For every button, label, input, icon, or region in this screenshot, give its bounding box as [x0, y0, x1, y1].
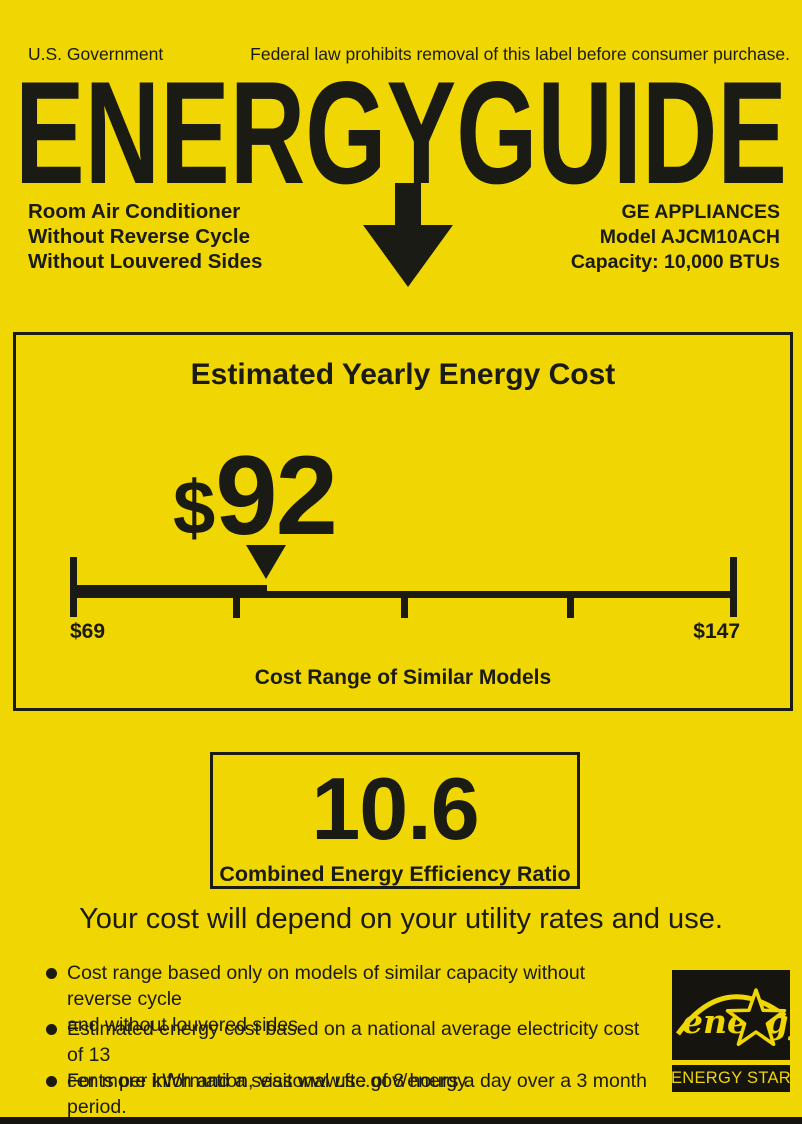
manufacturer-info: GE APPLIANCES Model AJCM10ACH Capacity: …: [571, 200, 780, 275]
manufacturer-brand: GE APPLIANCES: [621, 201, 780, 223]
bullet-icon: [46, 1024, 57, 1035]
energyguide-logo: ENERGYGUIDE: [15, 76, 787, 188]
cost-range-caption: Cost Range of Similar Models: [254, 666, 552, 689]
utility-rates-note: Your cost will depend on your utility ra…: [79, 903, 723, 935]
manufacturer-capacity: Capacity: 10,000 BTUs: [570, 251, 780, 273]
product-type: Room Air Conditioner: [28, 200, 241, 223]
cost-marker-triangle-icon: [246, 545, 286, 579]
product-feature-1: Without Reverse Cycle: [28, 225, 250, 248]
scale-right-endcap: [730, 557, 737, 617]
cost-scale-axis: [73, 591, 737, 598]
ceer-box: 10.6 Combined Energy Efficiency Ratio: [210, 752, 580, 889]
scale-tick: [401, 596, 408, 618]
footnote-line: cents per kWh and a seasonal use of 8 ho…: [67, 1070, 647, 1118]
bottom-edge-strip: [0, 1117, 802, 1124]
ceer-label: Combined Energy Efficiency Ratio: [219, 862, 571, 886]
bullet-icon: [46, 1076, 57, 1087]
scale-tick: [567, 596, 574, 618]
energyguide-logo-text: ENERGYGUIDE: [15, 76, 787, 188]
scale-left-endcap: [70, 557, 77, 617]
currency-symbol: $: [173, 466, 216, 551]
federal-law-notice: Federal law prohibits removal of this la…: [250, 44, 790, 64]
estimated-cost-box: [13, 332, 793, 711]
product-description: Room Air Conditioner Without Reverse Cyc…: [28, 199, 262, 274]
footnote-line: and without louvered sides.: [67, 1014, 304, 1036]
product-feature-2: Without Louvered Sides: [28, 250, 263, 273]
footnote-cost-range: Cost range based only on models of simil…: [46, 960, 652, 1038]
scale-tick: [233, 596, 240, 618]
footnote-line: Estimated energy cost based on a nationa…: [67, 1018, 640, 1066]
footnote-line: Cost range based only on models of simil…: [67, 962, 586, 1010]
cost-amount: 92: [215, 433, 338, 558]
energy-star-logo: energy ENERGY STAR: [671, 970, 791, 1092]
manufacturer-model: Model AJCM10ACH: [599, 226, 780, 248]
energy-star-mark-icon: energy: [672, 970, 790, 1060]
energy-star-label: ENERGY STAR: [671, 1065, 791, 1092]
government-label: U.S. Government: [28, 44, 164, 64]
ceer-value: 10.6: [311, 759, 479, 858]
energy-script-text: energy: [682, 1002, 790, 1041]
scale-max-label: $147: [693, 620, 740, 643]
footnote-more-info: For more information, visit www.ftc.gov/…: [46, 1068, 652, 1094]
down-arrow-icon: [363, 183, 453, 287]
yearly-energy-cost-value: $92: [173, 440, 338, 552]
scale-min-label: $69: [70, 620, 106, 643]
cost-box-title: Estimated Yearly Energy Cost: [190, 358, 616, 391]
bullet-icon: [46, 968, 57, 979]
footnote-line: For more information, visit www.ftc.gov/…: [67, 1070, 471, 1092]
footnote-energy-cost: Estimated energy cost based on a nationa…: [46, 1016, 652, 1120]
